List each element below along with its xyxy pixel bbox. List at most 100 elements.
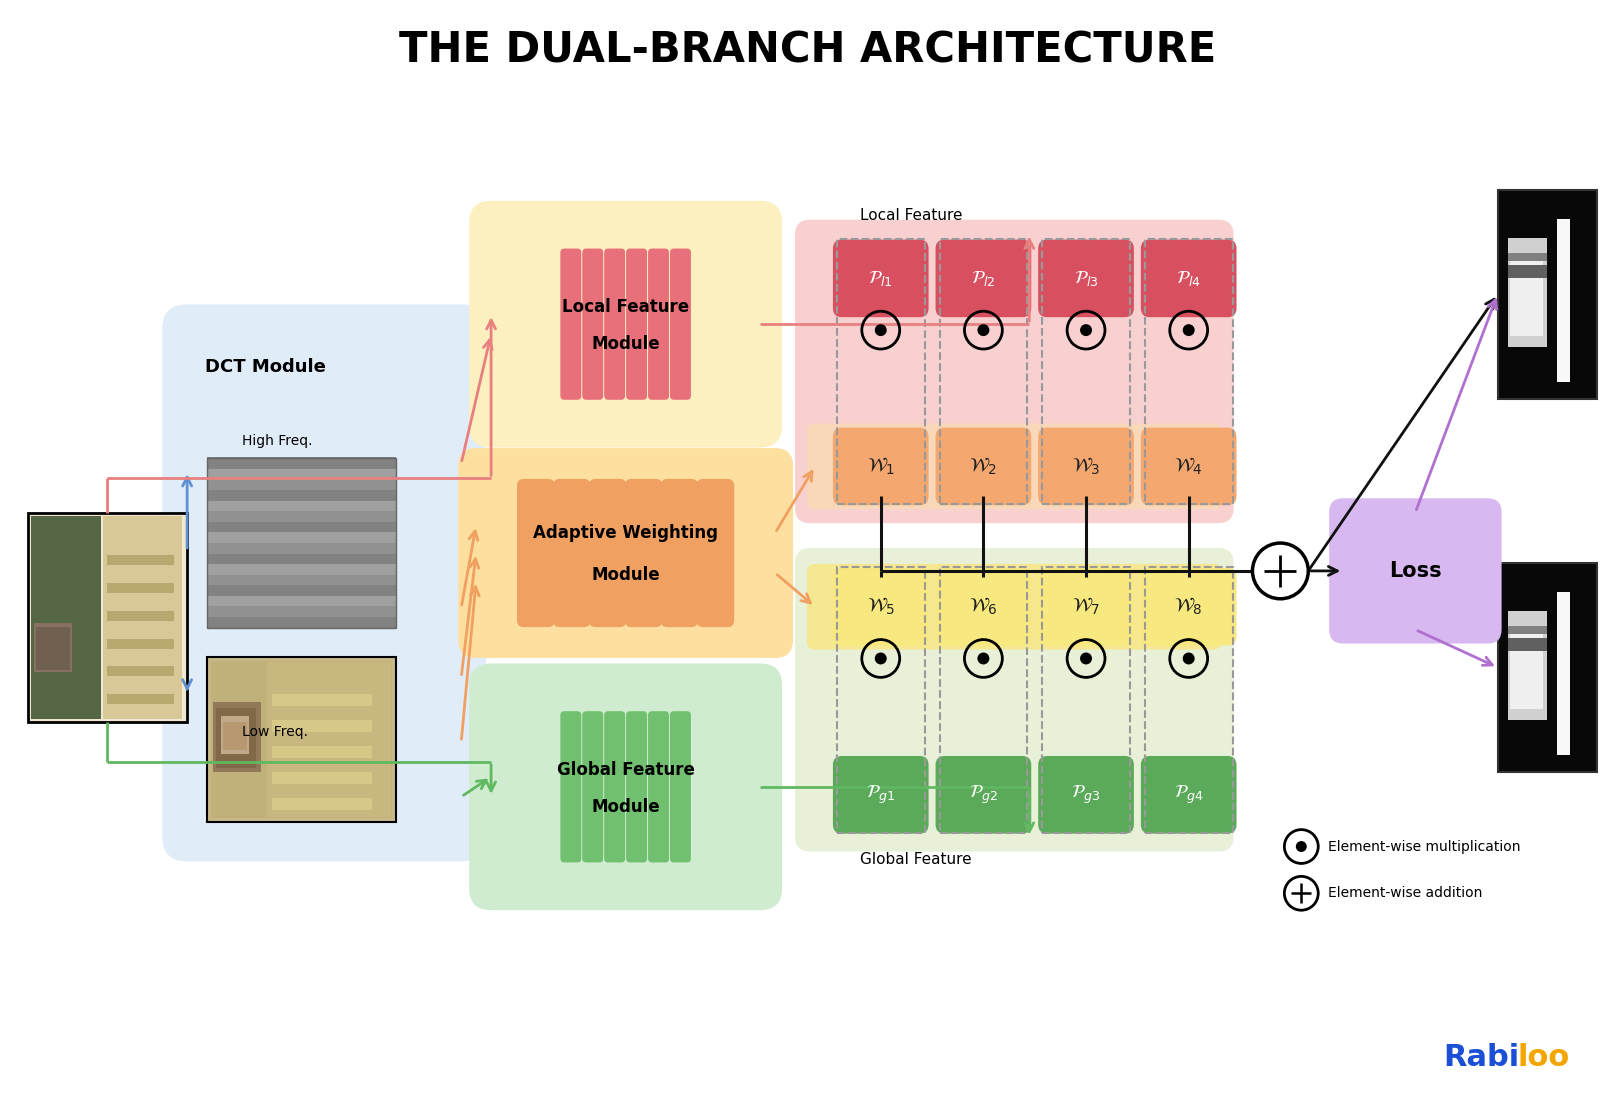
Text: loo: loo <box>1517 1043 1569 1071</box>
Polygon shape <box>493 704 619 871</box>
Polygon shape <box>493 240 619 408</box>
FancyBboxPatch shape <box>582 248 603 400</box>
Circle shape <box>1183 653 1194 665</box>
Bar <box>1508 253 1548 260</box>
FancyBboxPatch shape <box>162 305 486 861</box>
Text: $\mathcal{W}_5$: $\mathcal{W}_5$ <box>866 596 895 617</box>
Bar <box>221 716 249 753</box>
FancyBboxPatch shape <box>625 248 646 400</box>
Text: $\mathcal{P}_{l2}$: $\mathcal{P}_{l2}$ <box>971 269 995 288</box>
Bar <box>271 746 372 758</box>
Bar <box>207 616 396 627</box>
Text: Local Feature: Local Feature <box>860 207 962 223</box>
Text: $\mathcal{P}_{g4}$: $\mathcal{P}_{g4}$ <box>1173 783 1204 806</box>
FancyBboxPatch shape <box>671 248 692 400</box>
Bar <box>271 695 372 706</box>
Bar <box>207 479 396 490</box>
FancyBboxPatch shape <box>806 423 1222 510</box>
Bar <box>1508 238 1548 347</box>
Bar <box>267 663 391 817</box>
Bar <box>107 611 175 620</box>
Bar <box>1509 629 1543 709</box>
Bar <box>939 567 1028 832</box>
Text: $\mathcal{P}_{l1}$: $\mathcal{P}_{l1}$ <box>868 269 894 288</box>
FancyBboxPatch shape <box>936 756 1031 833</box>
Circle shape <box>874 325 887 336</box>
Text: Global Feature: Global Feature <box>556 761 695 779</box>
Bar <box>207 511 396 522</box>
Bar <box>207 458 396 469</box>
Bar <box>207 657 396 822</box>
Circle shape <box>978 325 989 336</box>
Bar <box>207 605 396 617</box>
FancyBboxPatch shape <box>671 711 692 862</box>
Text: $\mathcal{W}_7$: $\mathcal{W}_7$ <box>1071 596 1100 617</box>
Bar <box>1509 257 1543 336</box>
Bar <box>837 567 924 832</box>
Circle shape <box>1079 325 1092 336</box>
FancyBboxPatch shape <box>625 711 646 862</box>
Text: $\mathcal{P}_{g3}$: $\mathcal{P}_{g3}$ <box>1071 783 1100 806</box>
Bar <box>36 627 69 670</box>
FancyBboxPatch shape <box>648 248 669 400</box>
Bar <box>31 516 100 719</box>
FancyBboxPatch shape <box>588 479 627 627</box>
Bar <box>1498 563 1597 772</box>
Bar <box>207 595 396 606</box>
Circle shape <box>1296 841 1307 852</box>
FancyBboxPatch shape <box>517 479 554 627</box>
FancyBboxPatch shape <box>1037 568 1134 646</box>
Text: Element-wise addition: Element-wise addition <box>1328 886 1482 901</box>
Bar <box>207 563 396 575</box>
Text: Loss: Loss <box>1390 561 1441 581</box>
Circle shape <box>874 653 887 665</box>
Text: Adaptive Weighting: Adaptive Weighting <box>533 524 718 542</box>
Bar <box>207 521 396 533</box>
Bar <box>271 798 372 810</box>
Bar <box>1042 567 1130 832</box>
FancyBboxPatch shape <box>469 664 782 910</box>
FancyBboxPatch shape <box>469 201 782 448</box>
Polygon shape <box>632 704 758 871</box>
Bar <box>207 553 396 564</box>
FancyBboxPatch shape <box>625 479 663 627</box>
Bar <box>223 722 247 750</box>
Text: DCT Module: DCT Module <box>205 358 326 376</box>
Bar <box>271 772 372 783</box>
Text: Low Freq.: Low Freq. <box>242 725 309 739</box>
Bar <box>1144 567 1233 832</box>
Bar <box>1508 611 1548 720</box>
Bar <box>207 574 396 585</box>
Text: Module: Module <box>591 335 659 353</box>
Bar <box>1508 638 1548 650</box>
Bar <box>1558 592 1571 756</box>
FancyBboxPatch shape <box>795 548 1233 852</box>
Circle shape <box>1183 325 1194 336</box>
FancyBboxPatch shape <box>936 428 1031 505</box>
FancyBboxPatch shape <box>561 711 582 862</box>
Text: Module: Module <box>591 566 659 584</box>
Text: $\mathcal{W}_6$: $\mathcal{W}_6$ <box>970 596 997 617</box>
FancyBboxPatch shape <box>661 479 698 627</box>
Bar <box>271 720 372 732</box>
Text: $\mathcal{W}_3$: $\mathcal{W}_3$ <box>1071 455 1100 478</box>
FancyBboxPatch shape <box>648 711 669 862</box>
FancyBboxPatch shape <box>1330 499 1501 644</box>
Bar <box>107 695 175 705</box>
Bar <box>213 702 260 772</box>
Bar <box>207 584 396 596</box>
FancyBboxPatch shape <box>696 479 734 627</box>
Text: Local Feature: Local Feature <box>562 298 688 316</box>
Bar <box>207 490 396 501</box>
Bar <box>837 238 924 504</box>
FancyBboxPatch shape <box>561 248 582 400</box>
Bar <box>207 500 396 511</box>
Bar <box>212 661 393 818</box>
FancyBboxPatch shape <box>1037 239 1134 317</box>
FancyBboxPatch shape <box>1037 428 1134 505</box>
Text: $\mathcal{P}_{g1}$: $\mathcal{P}_{g1}$ <box>866 783 895 806</box>
Bar <box>107 638 175 648</box>
Text: Global Feature: Global Feature <box>860 852 971 866</box>
FancyBboxPatch shape <box>806 564 1222 649</box>
Bar <box>34 623 71 673</box>
